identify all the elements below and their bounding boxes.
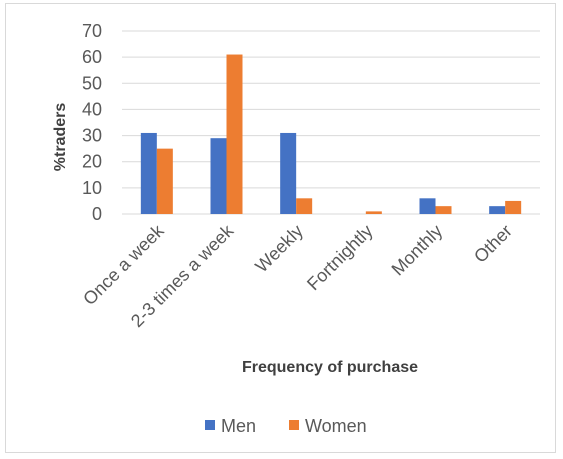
legend-swatch-men [205,420,215,430]
x-tick-label: Fortnightly [303,221,377,295]
y-axis-title: %traders [52,103,69,172]
bar-men-1 [210,138,227,214]
legend-swatch-women [289,420,299,430]
bar-women-4 [435,206,452,214]
y-tick-label: 30 [82,126,102,146]
y-axis-tick-labels: 0 10 20 30 40 50 60 70 [82,21,102,224]
chart-area [5,3,556,453]
legend: Men Women [205,416,367,436]
legend-label-men: Men [221,416,256,436]
bar-men-0 [140,132,157,214]
y-tick-label: 40 [82,99,102,119]
bar-women-1 [226,54,243,215]
gridlines [122,30,540,215]
y-tick-label: 10 [82,178,102,198]
y-tick-label: 70 [82,21,102,41]
x-tick-label: Monthly [388,221,447,280]
y-tick-label: 60 [82,47,102,67]
bar-women-3 [365,211,382,214]
y-tick-label: 20 [82,152,102,172]
bars [140,54,522,215]
y-tick-label: 50 [82,73,102,93]
bar-men-4 [419,198,436,214]
bar-women-2 [296,198,313,214]
bar-women-0 [156,148,173,214]
x-axis-title: Frequency of purchase [242,359,418,376]
x-tick-label: Other [470,221,516,267]
bar-men-5 [489,206,506,214]
y-tick-label: 0 [92,204,102,224]
bar-women-5 [505,200,522,214]
bar-men-2 [280,132,297,214]
x-tick-label: Weekly [251,221,307,277]
legend-label-women: Women [305,416,367,436]
